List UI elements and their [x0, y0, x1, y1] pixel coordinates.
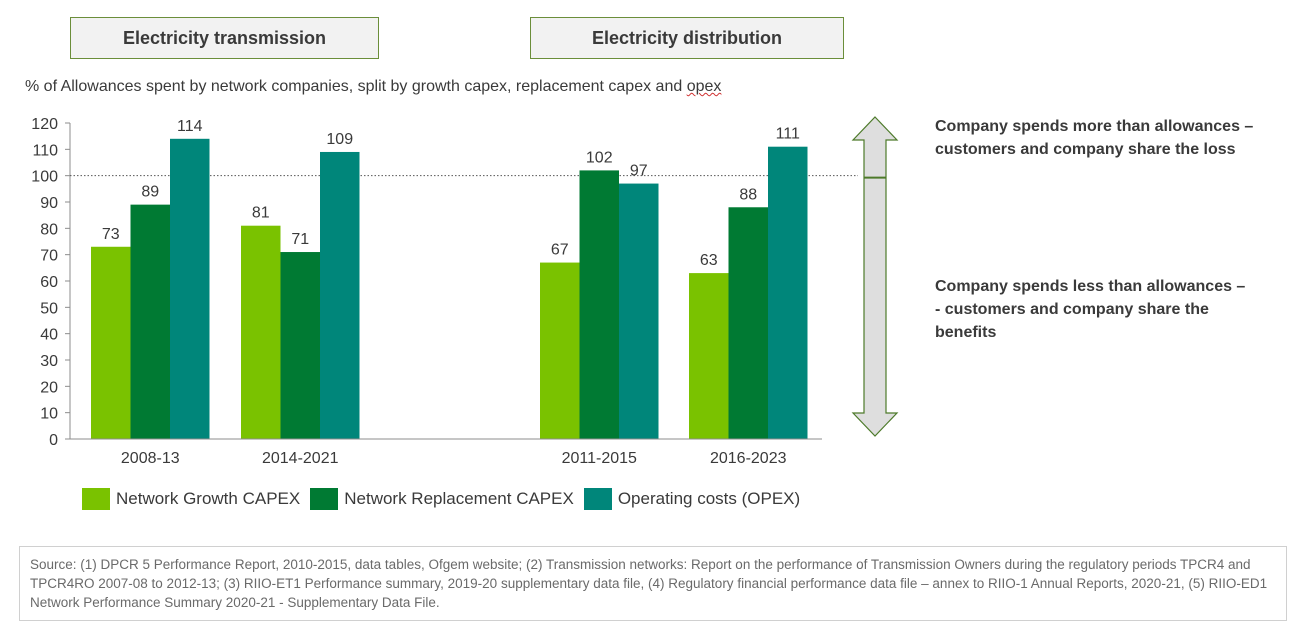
y-tick-label: 40	[40, 327, 58, 344]
legend-label-opex: Operating costs (OPEX)	[617, 489, 801, 508]
y-tick-label: 0	[49, 432, 58, 449]
bar	[689, 273, 729, 439]
y-tick-label: 30	[40, 353, 58, 370]
data-label: 63	[700, 252, 718, 269]
source-note: Source: (1) DPCR 5 Performance Report, 2…	[19, 546, 1287, 621]
y-tick-label: 110	[32, 142, 58, 159]
bar	[241, 225, 281, 439]
subtitle-main-text: % of Allowances spent by network compani…	[25, 78, 687, 95]
data-label: 73	[102, 226, 120, 243]
bar	[91, 246, 131, 439]
data-label: 114	[177, 118, 203, 135]
data-label: 89	[141, 184, 159, 201]
y-tick-label: 20	[40, 379, 58, 396]
data-label: 67	[551, 242, 569, 259]
data-label: 88	[739, 186, 757, 203]
bar	[768, 146, 808, 439]
legend-swatch-replacement	[310, 488, 339, 510]
x-tick-label: 2011-2015	[562, 450, 637, 467]
y-tick-label: 70	[40, 248, 58, 265]
chart-legend: Network Growth CAPEX Network Replacement…	[82, 488, 810, 510]
bar	[728, 207, 768, 439]
y-tick-label: 50	[40, 300, 58, 317]
bar	[540, 262, 580, 439]
distribution-panel-label: Electricity distribution	[530, 17, 844, 59]
legend-item-replacement: Network Replacement CAPEX	[310, 488, 574, 510]
bar	[280, 252, 320, 439]
legend-swatch-opex	[583, 488, 612, 510]
bar	[320, 151, 360, 439]
bar	[170, 138, 210, 440]
legend-label-replacement: Network Replacement CAPEX	[344, 489, 574, 508]
y-tick-label: 80	[40, 221, 58, 238]
data-label: 102	[586, 149, 613, 166]
legend-item-opex: Operating costs (OPEX)	[583, 488, 801, 510]
data-label: 71	[291, 231, 309, 248]
legend-label-growth: Network Growth CAPEX	[116, 489, 301, 508]
note-spends-more: Company spends more than allowances – cu…	[935, 118, 1254, 158]
data-label: 111	[776, 126, 800, 143]
transmission-panel-label: Electricity transmission	[70, 17, 379, 59]
bar	[579, 170, 619, 439]
data-label: 81	[252, 205, 270, 222]
double-arrow-icon	[851, 116, 899, 437]
bar	[130, 204, 170, 439]
y-tick-label: 90	[40, 195, 58, 212]
bar	[619, 183, 659, 439]
x-tick-label: 2008-13	[121, 450, 180, 467]
data-label: 97	[630, 163, 648, 180]
y-tick-label: 120	[31, 116, 58, 133]
note-spends-less: Company spends less than allowances – - …	[935, 278, 1246, 341]
chart-subtitle: % of Allowances spent by network compani…	[25, 78, 721, 96]
data-label: 109	[326, 131, 353, 148]
y-tick-label: 100	[31, 169, 58, 186]
legend-item-growth: Network Growth CAPEX	[82, 488, 300, 510]
x-tick-label: 2014-2021	[262, 450, 339, 467]
y-tick-label: 60	[40, 274, 58, 291]
x-tick-label: 2016-2023	[710, 450, 787, 467]
legend-swatch-growth	[82, 488, 110, 510]
subtitle-tail-text: opex	[686, 78, 722, 95]
y-tick-label: 10	[40, 406, 58, 423]
